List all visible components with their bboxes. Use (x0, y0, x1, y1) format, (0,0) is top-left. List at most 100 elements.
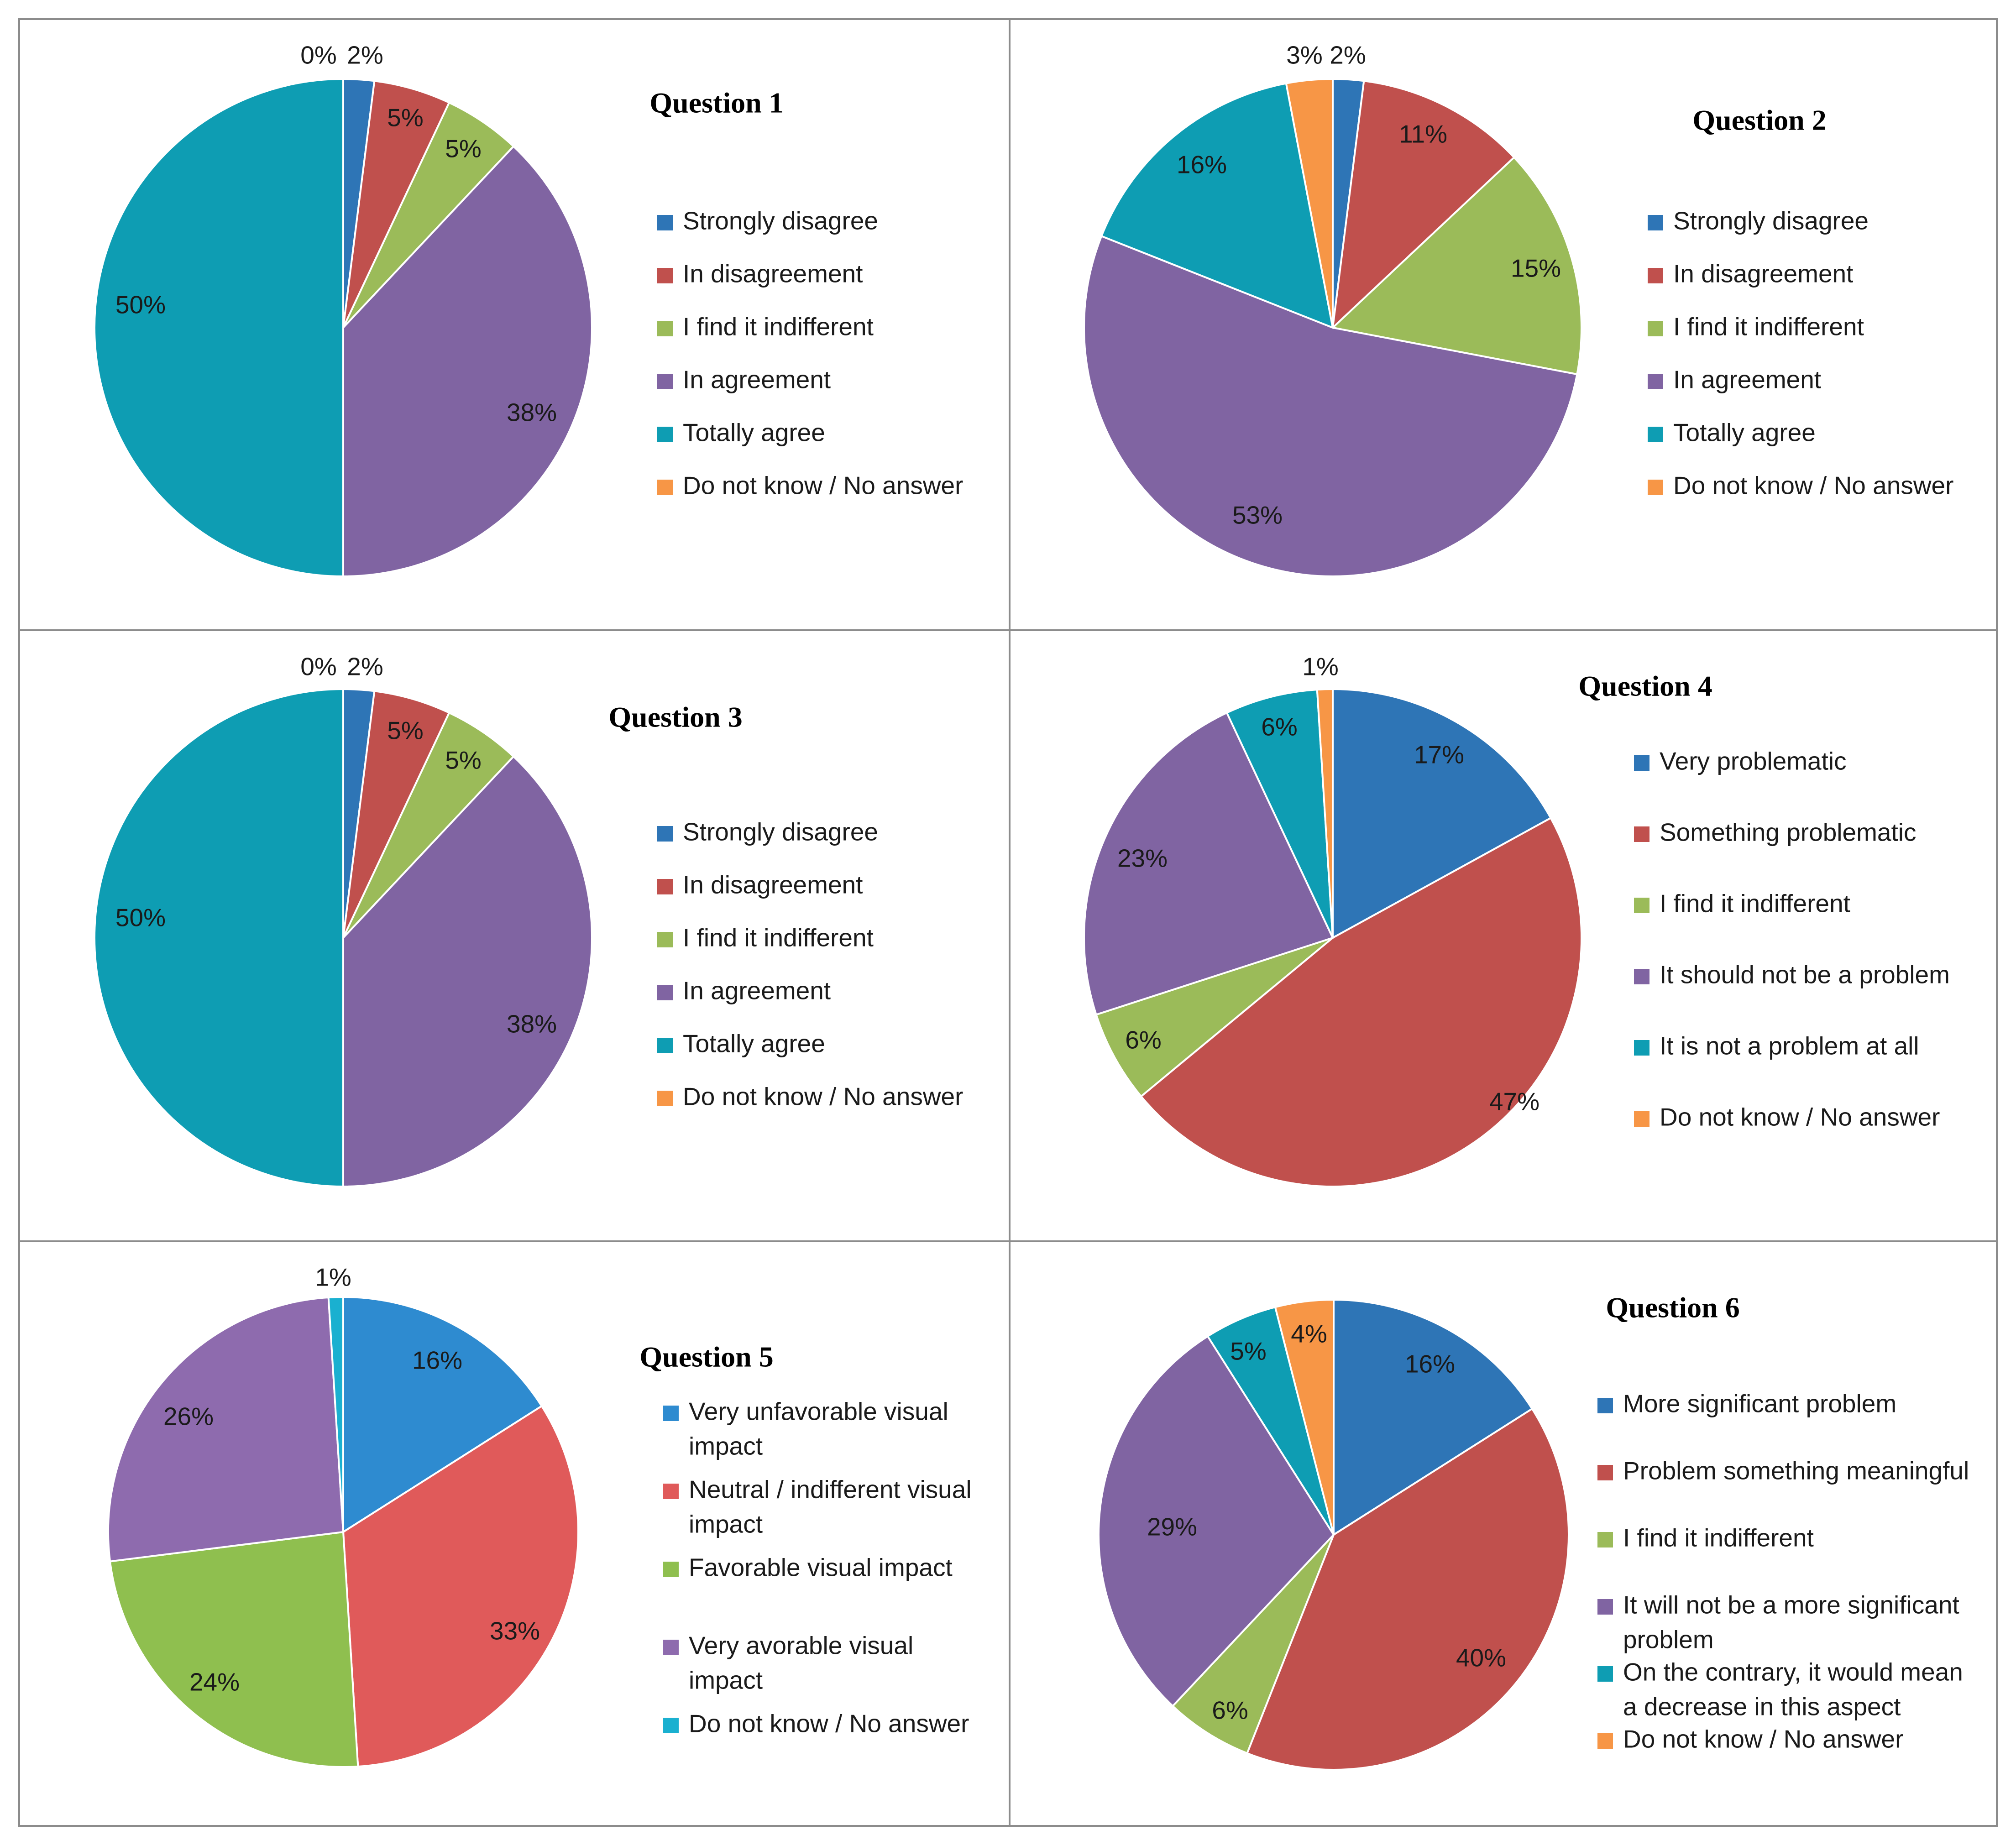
pie-slice (94, 78, 344, 578)
pie-slice (342, 1296, 543, 1534)
legend-label: impact (689, 1432, 763, 1460)
slice-data-label: 23% (1117, 844, 1168, 873)
legend-label: Strongly disagree (683, 818, 878, 846)
legend-label: a decrease in this aspect (1623, 1693, 1901, 1721)
slice-data-label: 16% (412, 1346, 462, 1375)
legend-label: impact (689, 1510, 763, 1538)
slice-data-label: 11% (1399, 120, 1447, 148)
pie-slice (1225, 688, 1334, 938)
slice-data-label: 53% (1232, 501, 1283, 529)
legend-label: Something problematic (1660, 818, 1917, 847)
legend-swatch (1648, 374, 1663, 389)
pie-slice (342, 80, 450, 328)
pie-slice (109, 1531, 359, 1768)
pie-chart-2: 2% 11% 15% 53% 16% 3% Question 2 Strongly disag… (1083, 41, 1953, 577)
legend-label: impact (689, 1666, 763, 1694)
legend-label: It should not be a problem (1660, 961, 1950, 989)
legend-label: I find it indifferent (1673, 313, 1864, 341)
pie-slice (1332, 688, 1552, 940)
legend-label: Do not know / No answer (683, 471, 963, 500)
slice-data-label: 33% (490, 1617, 540, 1645)
legend: Very unfavorable visual impact Neutral / i… (663, 1397, 972, 1738)
pie-chart-1: 2% 5% 5% 38% 50% 0% Question 1 Strongly disagre… (94, 41, 963, 578)
slice-data-label: 26% (163, 1402, 214, 1431)
legend-label: It will not be a more significant (1623, 1591, 1959, 1619)
pie-slice (1100, 82, 1334, 329)
chart-title: Question 4 (1578, 670, 1712, 702)
legend-label: Neutral / indifferent visual (689, 1475, 972, 1504)
pie-slice (1095, 937, 1334, 1098)
slice-data-label: 3% (1286, 41, 1323, 69)
chart-title: Question 1 (649, 87, 783, 119)
pie-slice (1083, 711, 1334, 1016)
legend-swatch (1634, 755, 1649, 771)
slice-data-label: 2% (347, 41, 383, 69)
legend-swatch (1597, 1666, 1613, 1682)
slice-data-label: 38% (507, 1010, 557, 1038)
legend-label: Very unfavorable visual (689, 1397, 948, 1426)
pie-slice (1083, 235, 1578, 577)
pie-chart-6: 16% 40% 6% 29% 5% 4% Question 6 More significan… (1098, 1291, 1969, 1771)
slice-data-label: 1% (315, 1263, 351, 1291)
legend-swatch (663, 1484, 679, 1499)
legend-swatch (1634, 898, 1649, 913)
legend-swatch (657, 268, 673, 283)
pie-chart-3: 2% 5% 5% 38% 50% 0% Question 3 Strongly disagre… (94, 653, 963, 1188)
slice-data-label: 0% (300, 41, 337, 69)
pie-slice (107, 1296, 345, 1563)
slice-data-label: 6% (1261, 713, 1298, 741)
legend-label: Problem something meaningful (1623, 1457, 1969, 1485)
slice-data-label: 6% (1212, 1696, 1248, 1725)
pie-slice (1171, 1534, 1335, 1755)
slice-data-label: 15% (1511, 254, 1561, 282)
legend-label: Totally agree (1673, 418, 1816, 447)
legend-swatch (1634, 1040, 1649, 1056)
legend-swatch (1597, 1599, 1613, 1615)
legend-label: In agreement (683, 366, 831, 394)
legend-label: Totally agree (683, 418, 825, 447)
legend-label: I find it indifferent (1623, 1524, 1814, 1552)
chart-title: Question 2 (1692, 104, 1826, 136)
legend-swatch (1648, 215, 1663, 230)
legend-label: problem (1623, 1626, 1714, 1654)
slice-data-label: 4% (1291, 1320, 1327, 1348)
legend-label: In disagreement (683, 871, 863, 899)
legend: Very problematic Something problematic I f… (1634, 747, 1950, 1131)
slice-data-label: 0% (300, 653, 337, 681)
legend-label: In agreement (1673, 366, 1821, 394)
legend-swatch (1597, 1733, 1613, 1749)
legend-label: In disagreement (683, 260, 863, 288)
pie-slice (1274, 1298, 1335, 1535)
legend: Strongly disagree In disagreement I find i… (657, 207, 963, 500)
legend-swatch (1634, 969, 1649, 984)
pie-chart-5: 16% 33% 24% 26% 1% Question 5 Very unfavorable… (107, 1263, 972, 1768)
pie-slice (342, 711, 515, 939)
legend-swatch (663, 1640, 679, 1655)
legend-label: I find it indifferent (1660, 889, 1850, 918)
slice-data-label: 2% (347, 653, 383, 681)
pie-slice (342, 755, 593, 1188)
slice-data-label: 5% (387, 104, 424, 132)
slice-data-label: 16% (1405, 1350, 1455, 1378)
legend-swatch (657, 427, 673, 442)
chart-title: Question 5 (639, 1341, 773, 1373)
slice-data-label: 16% (1177, 151, 1227, 179)
legend-swatch (657, 374, 673, 389)
pie-slice (1098, 1335, 1335, 1708)
slice-data-label: 5% (445, 135, 482, 163)
legend-label: Do not know / No answer (1673, 471, 1953, 500)
legend-swatch (1597, 1398, 1613, 1413)
pie-slice (1333, 1298, 1534, 1537)
pie-slice (94, 688, 344, 1188)
pie-slice (1316, 688, 1334, 938)
legend-label: I find it indifferent (683, 313, 874, 341)
legend-swatch (1648, 321, 1663, 336)
legend-swatch (1597, 1465, 1613, 1480)
legend-label: Totally agree (683, 1030, 825, 1058)
legend-swatch (1634, 826, 1649, 842)
legend-swatch (657, 215, 673, 230)
slice-data-label: 5% (445, 746, 482, 774)
legend-swatch (657, 1038, 673, 1053)
pie-slice (327, 1296, 344, 1532)
legend-label: In agreement (683, 977, 831, 1005)
